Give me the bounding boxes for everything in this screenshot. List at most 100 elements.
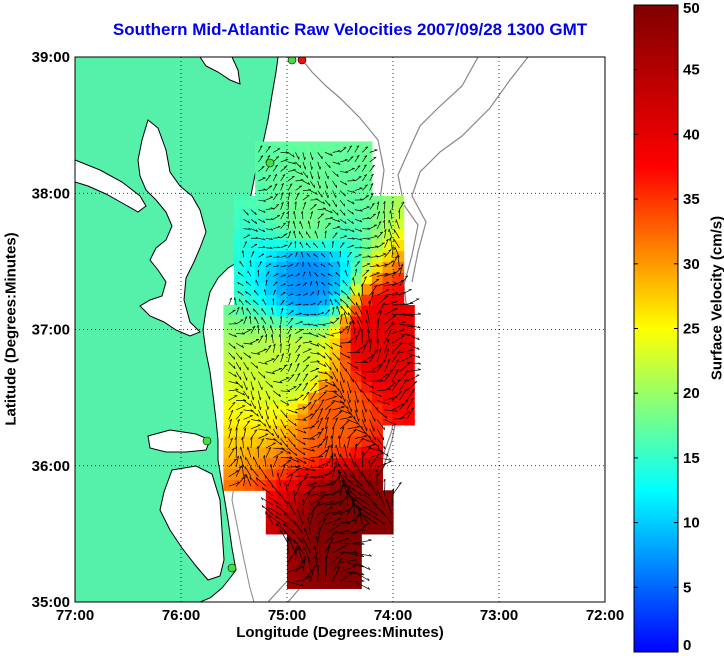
velocity-arrow [406,361,421,365]
velocity-arrow-head [396,368,399,372]
velocity-arrow [302,382,309,391]
velocity-arrow [243,400,252,407]
velocity-arrow [325,518,342,525]
velocity-cell [234,261,246,273]
velocity-cell [276,392,288,404]
velocity-arrow [302,271,306,277]
velocity-cell [276,185,288,197]
velocity-arrow [406,352,421,359]
velocity-arrow [268,514,281,525]
station-marker [202,436,212,446]
velocity-cell [244,348,256,361]
velocity-arrow [304,527,311,544]
velocity-arrow [272,193,279,201]
velocity-arrow [347,156,354,163]
velocity-arrow-head [364,155,368,158]
velocity-arrow [369,390,382,398]
velocity-arrow [384,260,395,268]
velocity-cell [329,533,341,546]
velocity-arrow-head [371,291,374,295]
velocity-arrow-head [263,188,267,191]
velocity-cell [244,217,256,230]
velocity-cell [308,152,320,164]
velocity-cell [393,239,405,252]
velocity-arrow-head [233,345,236,349]
velocity-arrow [297,508,304,525]
velocity-arrow [332,521,350,525]
velocity-cell [276,370,288,382]
velocity-arrow-head [306,303,309,306]
velocity-arrow [376,201,380,210]
velocity-arrow [369,272,380,277]
velocity-cell [340,206,352,219]
velocity-arrow [357,320,363,334]
velocity-arrow [324,180,328,189]
velocity-arrow [354,562,371,571]
velocity-arrow [243,218,250,224]
velocity-cell [234,195,246,208]
velocity-arrow [317,512,331,525]
velocity-arrow [332,381,340,392]
velocity-arrow-head [263,220,266,223]
velocity-cell [234,446,246,459]
velocity-arrow [332,544,348,554]
velocity-arrow [358,292,363,306]
velocity-arrow [235,465,242,477]
velocity-arrow [349,474,363,487]
velocity-arrow [265,409,269,420]
velocity-arrow-head [390,322,394,325]
x-axis-label: Longitude (Degrees:Minutes) [236,624,444,641]
velocity-cell [340,512,352,524]
velocity-arrow [258,209,266,213]
velocity-arrow-head [271,384,273,388]
velocity-cell [255,446,267,459]
velocity-arrow [310,491,326,497]
velocity-cell [361,348,373,361]
velocity-arrow [228,458,238,468]
velocity-arrow-head [397,379,401,382]
velocity-arrow-head [241,385,243,389]
velocity-cell [223,304,235,317]
velocity-arrow [310,180,315,188]
velocity-arrow [361,174,368,182]
velocity-arrow-head [293,211,295,214]
velocity-arrow-head [295,452,298,456]
velocity-arrow-head [368,554,372,557]
velocity-arrow-head [313,242,315,246]
velocity-arrow [332,417,338,430]
velocity-arrow [399,342,414,345]
velocity-arrow [347,167,355,172]
velocity-arrow [320,263,326,268]
velocity-arrow [377,264,388,268]
velocity-arrow [354,428,367,435]
velocity-arrow [381,510,393,525]
velocity-cell [329,337,341,350]
velocity-cell [308,457,320,470]
velocity-arrow [293,230,296,239]
velocity-arrow [369,203,375,210]
velocity-cell [244,315,256,328]
velocity-cell [318,261,330,273]
velocity-arrow-head [294,434,296,438]
velocity-cell [371,261,383,273]
velocity-arrow-head [354,496,358,500]
velocity-arrow-head [236,306,240,310]
velocity-arrow-head [371,164,375,167]
velocity-arrow [280,353,285,363]
velocity-arrow [245,456,252,468]
velocity-arrow-head [411,388,415,391]
velocity-arrow [377,282,390,287]
velocity-arrow [369,400,379,411]
velocity-cell [371,501,383,513]
velocity-cell [287,403,299,415]
velocity-cell [255,261,267,273]
velocity-arrow-head [235,427,238,431]
velocity-arrow-head [328,262,330,265]
velocity-cell [350,195,362,208]
velocity-cell [318,228,330,241]
velocity-arrow [332,180,338,188]
velocity-arrow [293,220,296,229]
velocity-cell [329,152,341,164]
velocity-arrow-head [364,174,367,177]
velocity-cell [393,261,405,273]
